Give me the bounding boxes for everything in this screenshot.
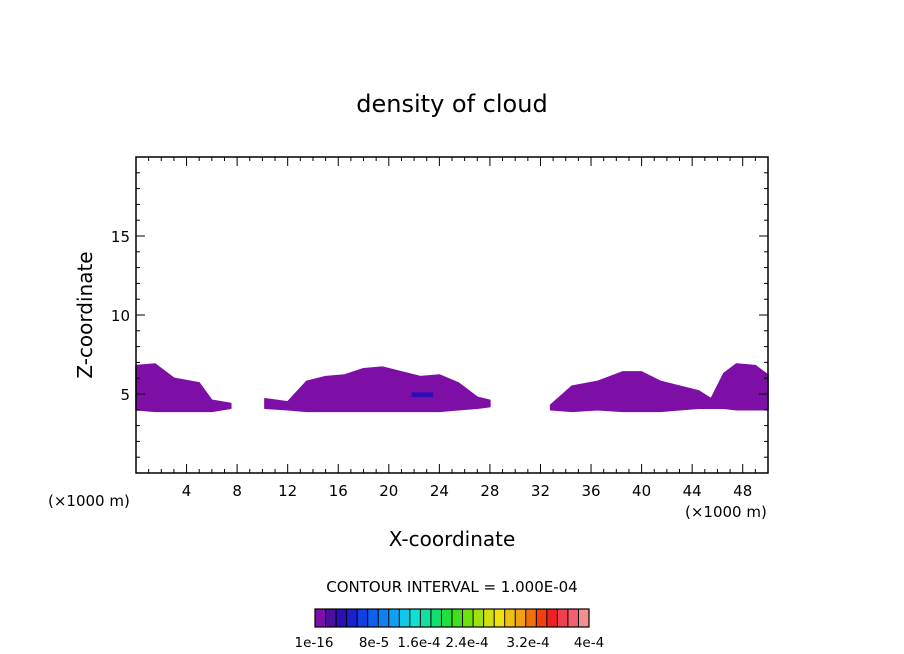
colorbar-swatch	[399, 609, 411, 627]
colorbar-swatch	[557, 609, 569, 627]
colorbar-frame	[314, 608, 590, 628]
colorbar-swatch	[441, 609, 453, 627]
colorbar-swatch	[536, 609, 548, 627]
cloud-region-2	[264, 366, 491, 413]
colorbar-swatch	[325, 609, 337, 627]
colorbar-swatch	[494, 609, 505, 627]
colorbar-label: 4e-4	[574, 635, 604, 651]
y-axis-ticks: 5 10 15	[111, 172, 768, 458]
x-tick-label: 8	[232, 482, 242, 500]
colorbar-swatch	[430, 609, 442, 627]
colorbar-swatch	[367, 609, 379, 627]
colorbar	[314, 608, 590, 628]
colorbar-swatch	[336, 609, 347, 627]
y-axis-label: Z-coordinate	[73, 251, 97, 378]
colorbar-swatch	[388, 609, 400, 627]
colorbar-swatch	[515, 609, 527, 627]
plot-frame	[135, 156, 769, 474]
colorbar-swatch	[483, 609, 495, 627]
colorbar-label: 2.4e-4	[445, 635, 488, 651]
colorbar-swatch	[473, 609, 484, 627]
x-unit-label: (×1000 m)	[685, 503, 767, 521]
x-tick-label: 44	[683, 482, 702, 500]
x-tick-label: 20	[379, 482, 398, 500]
cloud-region-1	[135, 363, 232, 413]
z-unit-label: (×1000 m)	[48, 492, 130, 510]
colorbar-swatch	[578, 609, 590, 627]
colorbar-label: 1e-16	[295, 635, 334, 651]
x-tick-label: 28	[480, 482, 499, 500]
contour-interval-text: CONTOUR INTERVAL = 1.000E-04	[326, 578, 577, 596]
colorbar-swatch	[420, 609, 432, 627]
colorbar-swatch	[378, 609, 390, 627]
colorbar-label: 3.2e-4	[506, 635, 549, 651]
colorbar-swatch	[409, 609, 421, 627]
x-tick-label: 24	[430, 482, 449, 500]
colorbar-swatch	[504, 609, 516, 627]
y-tick-label: 10	[111, 307, 130, 325]
x-tick-label: 4	[182, 482, 192, 500]
colorbar-swatch	[452, 609, 463, 627]
colorbar-label: 8e-5	[359, 635, 389, 651]
colorbar-labels: 1e-16 8e-5 1.6e-4 2.4e-4 3.2e-4 4e-4	[295, 635, 605, 651]
x-axis-ticks: 4 8 12 16 20 24 28 32 36 40 44 48	[148, 157, 756, 500]
colorbar-swatch	[346, 609, 358, 627]
y-tick-label: 15	[111, 228, 130, 246]
cloud-region-3	[549, 363, 769, 413]
colorbar-swatch	[462, 609, 474, 627]
colorbar-swatch	[315, 609, 326, 627]
chart-title: density of cloud	[356, 90, 547, 118]
x-tick-label: 16	[329, 482, 348, 500]
x-tick-label: 36	[581, 482, 600, 500]
colorbar-swatch	[357, 609, 368, 627]
x-tick-label: 48	[733, 482, 752, 500]
colorbar-swatch	[525, 609, 537, 627]
dense-core	[411, 392, 434, 398]
y-tick-label: 5	[120, 386, 130, 404]
colorbar-swatch	[546, 609, 558, 627]
colorbar-label: 1.6e-4	[397, 635, 440, 651]
colorbar-swatch	[567, 609, 579, 627]
x-tick-label: 32	[531, 482, 550, 500]
x-axis-label: X-coordinate	[389, 527, 516, 551]
x-tick-label: 40	[632, 482, 651, 500]
x-tick-label: 12	[278, 482, 297, 500]
cloud-regions	[135, 363, 769, 413]
